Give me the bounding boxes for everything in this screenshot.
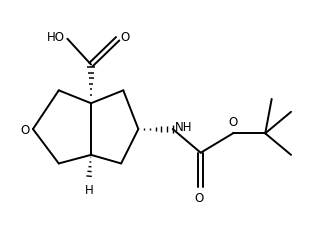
Text: NH: NH bbox=[175, 121, 192, 134]
Text: O: O bbox=[21, 123, 30, 136]
Text: O: O bbox=[120, 31, 130, 44]
Text: H: H bbox=[85, 183, 93, 196]
Text: HO: HO bbox=[47, 31, 65, 44]
Text: O: O bbox=[194, 191, 203, 204]
Text: O: O bbox=[228, 116, 237, 129]
